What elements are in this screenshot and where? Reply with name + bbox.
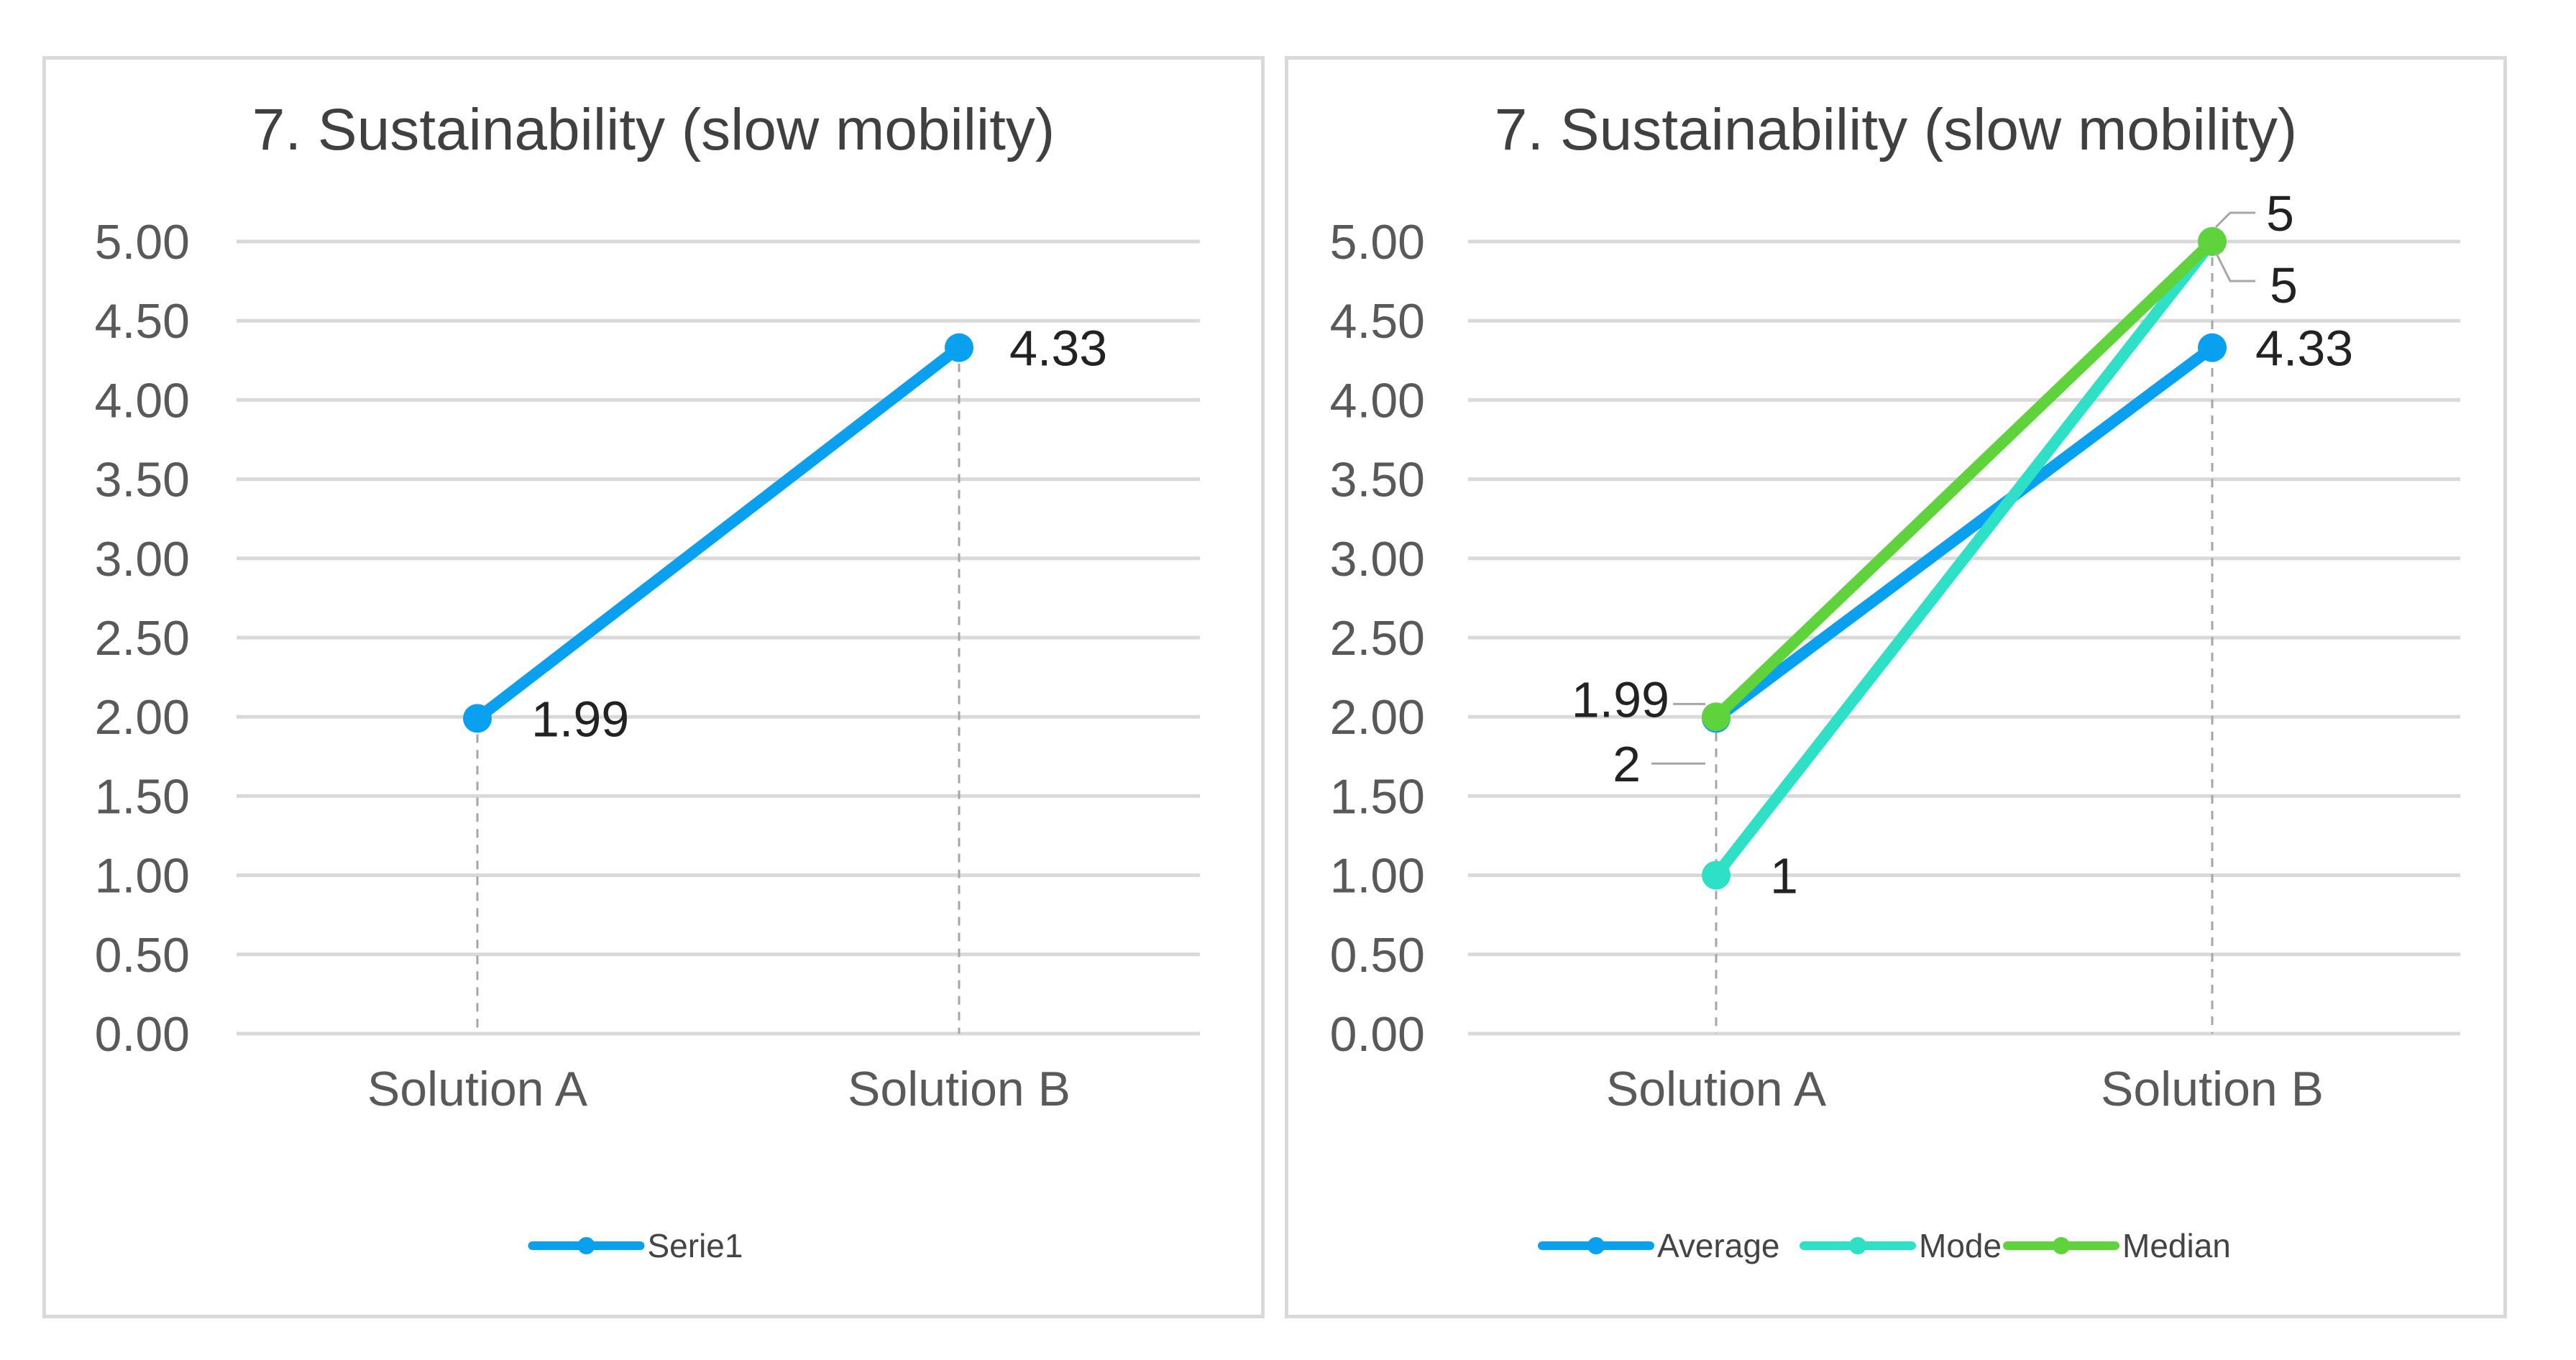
- x-category-label: Solution B: [2101, 1062, 2324, 1116]
- series-line-mode: [1710, 236, 2218, 881]
- chart-title: 7. Sustainability (slow mobility): [1495, 97, 2298, 162]
- y-tick-label: 4.00: [95, 373, 190, 428]
- legend-marker-serie1: [577, 1237, 595, 1254]
- x-category-label: Solution B: [848, 1062, 1071, 1116]
- series-line-average: [1710, 341, 2218, 725]
- y-tick-label: 4.00: [1330, 373, 1425, 428]
- data-point-average: [2198, 333, 2227, 362]
- chart-panel-right: 7. Sustainability (slow mobility) 0.00 0.5…: [1285, 56, 2507, 1318]
- legend-label: Mode: [1919, 1227, 2002, 1264]
- y-tick-label: 0.00: [1330, 1007, 1425, 1062]
- data-point-median: [2198, 227, 2227, 256]
- y-tick-label: 3.50: [95, 453, 190, 507]
- y-tick-label: 1.50: [95, 769, 190, 824]
- data-point-median: [1702, 702, 1731, 732]
- y-tick-label: 3.00: [95, 532, 190, 587]
- y-tick-label: 4.50: [95, 294, 190, 349]
- series-line-serie1: [472, 341, 965, 725]
- y-tick-label: 2.00: [95, 690, 190, 745]
- y-tick-label: 1.00: [95, 849, 190, 904]
- chart-left: 7. Sustainability (slow mobility) 0.00 0.5…: [95, 97, 1200, 1264]
- y-tick-label: 3.00: [1330, 532, 1425, 587]
- data-label: 5: [2270, 257, 2298, 313]
- y-tick-label: 5.00: [1330, 215, 1425, 270]
- y-tick-label: 1.00: [1330, 849, 1425, 904]
- legend-marker-median: [2053, 1237, 2070, 1254]
- y-tick-label: 1.50: [1330, 769, 1425, 824]
- data-point-serie1: [945, 333, 973, 362]
- data-label: 1.99: [531, 691, 629, 747]
- leader-line: [2214, 252, 2255, 282]
- y-tick-label: 3.50: [1330, 453, 1425, 507]
- y-tick-label: 2.50: [95, 611, 190, 666]
- series-line-median: [1710, 236, 2218, 723]
- y-tick-label: 0.50: [1330, 928, 1425, 983]
- data-label: 1.99: [1572, 671, 1669, 727]
- chart-panel-left: 7. Sustainability (slow mobility) 0.00 0.5…: [42, 56, 1265, 1318]
- chart-right: 7. Sustainability (slow mobility) 0.00 0.5…: [1330, 97, 2460, 1264]
- y-tick-label: 2.50: [1330, 611, 1425, 666]
- data-label: 5: [2266, 185, 2294, 242]
- data-label: 1: [1770, 848, 1798, 904]
- y-tick-label: 5.00: [95, 215, 190, 270]
- legend-label: Median: [2122, 1227, 2231, 1264]
- leader-line: [2214, 211, 2255, 229]
- data-point-serie1: [463, 704, 492, 733]
- y-tick-label: 4.50: [1330, 294, 1425, 349]
- data-label: 2: [1613, 736, 1641, 792]
- x-category-label: Solution A: [367, 1062, 588, 1116]
- legend-label: Serie1: [648, 1227, 743, 1264]
- y-tick-label: 0.00: [95, 1007, 190, 1062]
- data-label: 4.33: [1009, 321, 1107, 377]
- data-point-mode: [1702, 860, 1731, 890]
- legend-label: Average: [1657, 1227, 1780, 1264]
- chart-title: 7. Sustainability (slow mobility): [252, 97, 1055, 162]
- y-tick-label: 2.00: [1330, 690, 1425, 745]
- legend-marker-mode: [1849, 1237, 1866, 1254]
- y-tick-label: 0.50: [95, 928, 190, 983]
- data-label: 4.33: [2255, 321, 2353, 377]
- x-category-label: Solution A: [1606, 1062, 1827, 1116]
- legend-marker-average: [1587, 1237, 1605, 1254]
